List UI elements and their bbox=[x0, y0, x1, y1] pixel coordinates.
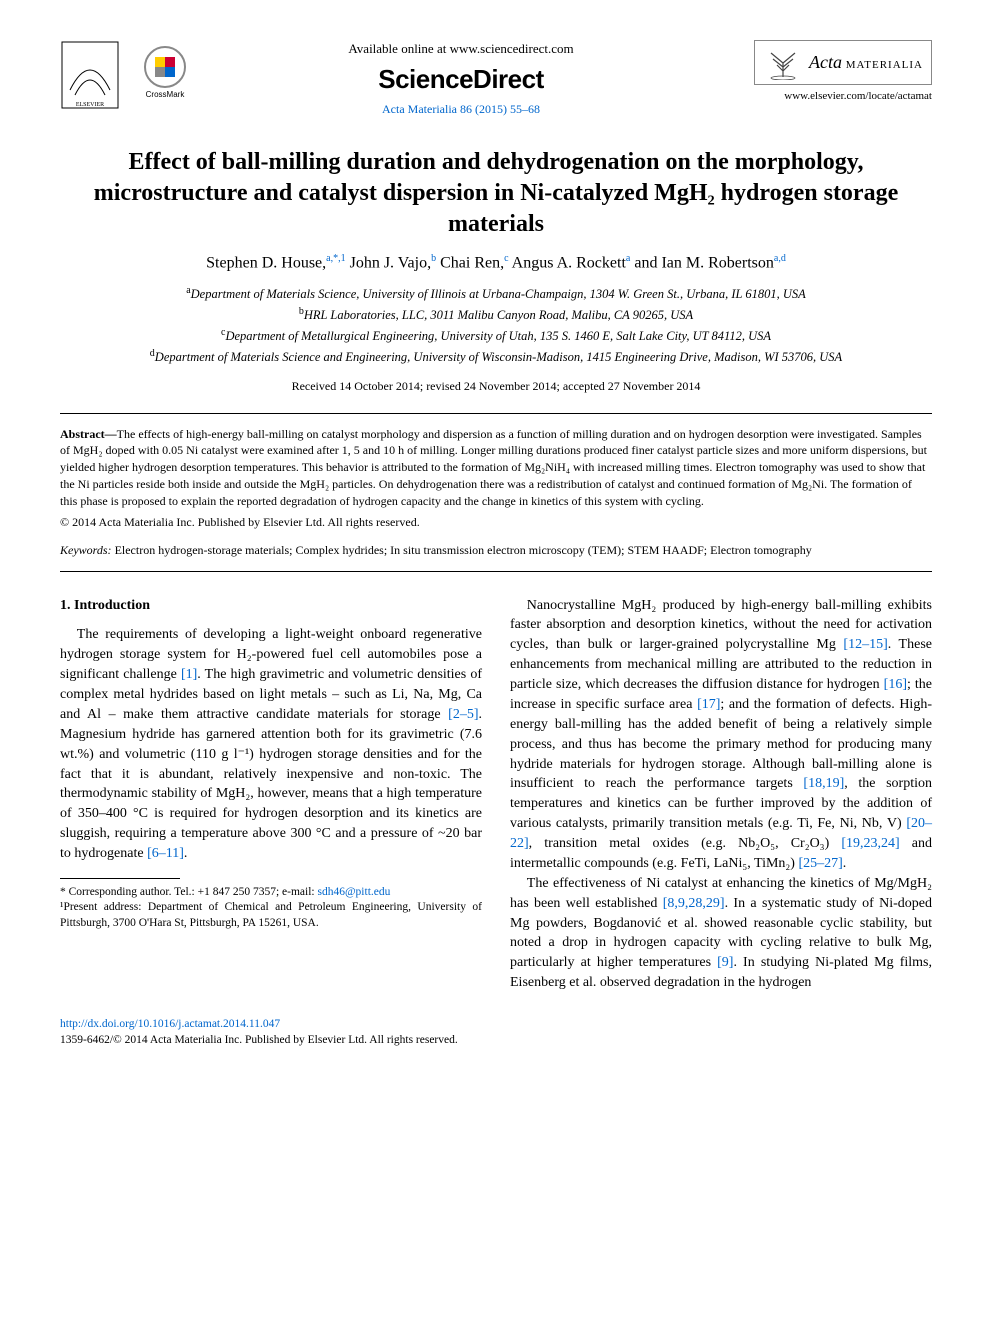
article-title: Effect of ball-milling duration and dehy… bbox=[90, 147, 902, 241]
article-dates: Received 14 October 2014; revised 24 Nov… bbox=[60, 378, 932, 394]
column-right: Nanocrystalline MgH₂ produced by high-en… bbox=[510, 596, 932, 994]
intro-para-1: The requirements of developing a light-w… bbox=[60, 625, 482, 864]
intro-para-3: The effectiveness of Ni catalyst at enha… bbox=[510, 874, 932, 993]
crossmark-badge[interactable]: CrossMark bbox=[140, 45, 190, 105]
column-left: 1. Introduction The requirements of deve… bbox=[60, 596, 482, 994]
corresponding-label: * Corresponding author. Tel.: +1 847 250… bbox=[60, 886, 317, 898]
affiliation-line: dDepartment of Materials Science and Eng… bbox=[60, 347, 932, 366]
footnote-present-address: ¹Present address: Department of Chemical… bbox=[60, 900, 482, 931]
affiliation-line: cDepartment of Metallurgical Engineering… bbox=[60, 326, 932, 345]
elsevier-logo-icon: ELSEVIER bbox=[60, 40, 120, 110]
keywords-text: Electron hydrogen-storage materials; Com… bbox=[115, 543, 812, 557]
svg-text:ELSEVIER: ELSEVIER bbox=[76, 102, 104, 108]
rule-bottom bbox=[60, 571, 932, 572]
abstract-block: Abstract—The effects of high-energy ball… bbox=[60, 426, 932, 531]
issn-copyright-line: 1359-6462/© 2014 Acta Materialia Inc. Pu… bbox=[60, 1033, 932, 1049]
citation-link[interactable]: [9] bbox=[717, 955, 733, 970]
citation-link[interactable]: [19,23,24] bbox=[841, 836, 899, 851]
locate-url: www.elsevier.com/locate/actamat bbox=[784, 89, 932, 104]
corresponding-email-link[interactable]: sdh46@pitt.edu bbox=[317, 886, 390, 898]
available-online-text: Available online at www.sciencedirect.co… bbox=[190, 40, 732, 58]
citation-link[interactable]: [17] bbox=[697, 697, 720, 712]
rule-top bbox=[60, 413, 932, 414]
acta-italic: Acta bbox=[809, 52, 842, 72]
abstract-text: The effects of high-energy ball-milling … bbox=[60, 427, 927, 508]
authors-line: Stephen D. House,a,*,1 John J. Vajo,b Ch… bbox=[60, 252, 932, 274]
affiliation-line: bHRL Laboratories, LLC, 3011 Malibu Cany… bbox=[60, 305, 932, 324]
header-center: Available online at www.sciencedirect.co… bbox=[190, 40, 732, 117]
intro-para-2: Nanocrystalline MgH₂ produced by high-en… bbox=[510, 596, 932, 874]
citation-link[interactable]: [25–27] bbox=[798, 856, 842, 871]
citation-link[interactable]: [2–5] bbox=[448, 707, 478, 722]
abstract-label: Abstract— bbox=[60, 427, 117, 441]
citation-link[interactable]: [1] bbox=[181, 667, 197, 682]
citation-link[interactable]: [6–11] bbox=[147, 846, 184, 861]
affiliation-line: aDepartment of Materials Science, Univer… bbox=[60, 284, 932, 303]
abstract-copyright: © 2014 Acta Materialia Inc. Published by… bbox=[60, 514, 932, 531]
acta-logo-box: Acta MATERIALIA bbox=[754, 40, 932, 85]
header-right: Acta MATERIALIA www.elsevier.com/locate/… bbox=[732, 40, 932, 104]
page-header: ELSEVIER CrossMark Available online at w… bbox=[60, 40, 932, 117]
header-left-logos: ELSEVIER CrossMark bbox=[60, 40, 190, 110]
acta-caps: MATERIALIA bbox=[846, 59, 923, 71]
doi-link[interactable]: http://dx.doi.org/10.1016/j.actamat.2014… bbox=[60, 1018, 280, 1030]
keywords-block: Keywords: Electron hydrogen-storage mate… bbox=[60, 542, 932, 558]
citation-link[interactable]: [8,9,28,29] bbox=[663, 896, 725, 911]
citation-link[interactable]: [16] bbox=[884, 677, 907, 692]
journal-ref-link[interactable]: Acta Materialia 86 (2015) 55–68 bbox=[382, 102, 540, 116]
journal-reference[interactable]: Acta Materialia 86 (2015) 55–68 bbox=[190, 101, 732, 117]
keywords-label: Keywords: bbox=[60, 543, 112, 557]
affiliations-block: aDepartment of Materials Science, Univer… bbox=[60, 284, 932, 366]
acta-journal-title: Acta MATERIALIA bbox=[809, 50, 923, 74]
section-heading-intro: 1. Introduction bbox=[60, 596, 482, 616]
footnote-separator bbox=[60, 878, 180, 879]
citation-link[interactable]: [12–15] bbox=[843, 637, 887, 652]
page-footer: http://dx.doi.org/10.1016/j.actamat.2014… bbox=[60, 1017, 932, 1048]
citation-link[interactable]: [18,19] bbox=[803, 776, 844, 791]
footnote-corresponding: * Corresponding author. Tel.: +1 847 250… bbox=[60, 885, 482, 901]
acta-tree-icon bbox=[763, 45, 803, 80]
crossmark-label: CrossMark bbox=[146, 90, 185, 101]
sciencedirect-logo-text: ScienceDirect bbox=[190, 62, 732, 97]
body-columns: 1. Introduction The requirements of deve… bbox=[60, 596, 932, 994]
